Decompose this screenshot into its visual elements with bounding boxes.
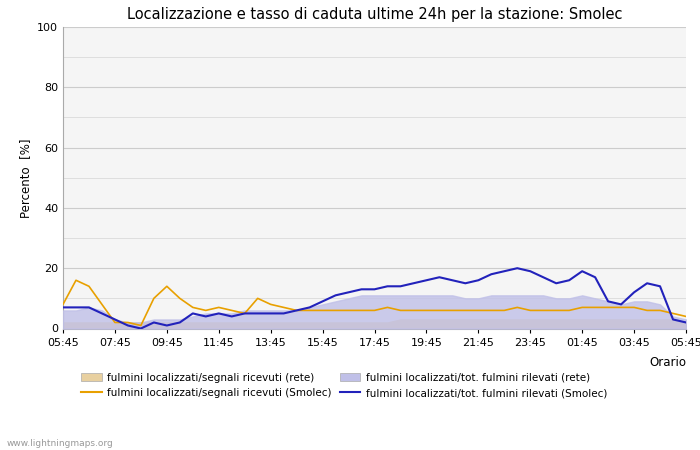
Title: Localizzazione e tasso di caduta ultime 24h per la stazione: Smolec: Localizzazione e tasso di caduta ultime … [127,7,622,22]
Text: Orario: Orario [649,356,686,369]
Legend: fulmini localizzati/segnali ricevuti (rete), fulmini localizzati/segnali ricevut: fulmini localizzati/segnali ricevuti (re… [80,373,607,398]
Text: www.lightningmaps.org: www.lightningmaps.org [7,439,113,448]
Y-axis label: Percento  [%]: Percento [%] [19,138,32,217]
